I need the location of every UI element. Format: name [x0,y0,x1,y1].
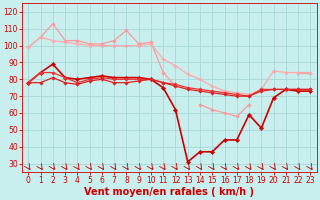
X-axis label: Vent moyen/en rafales ( km/h ): Vent moyen/en rafales ( km/h ) [84,187,254,197]
